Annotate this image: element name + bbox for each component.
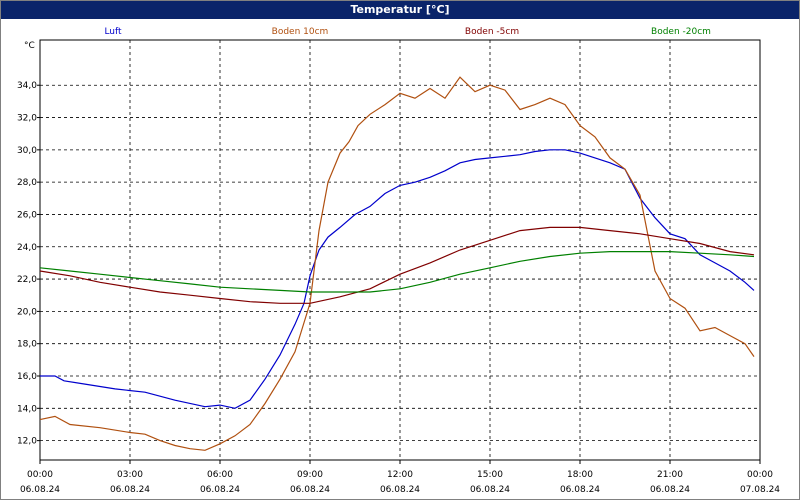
x-tick-time: 15:00	[477, 470, 503, 480]
y-tick-label: 34,0	[17, 81, 37, 91]
y-tick-label: 12,0	[17, 437, 37, 447]
legend-entry-4: Boden -20cm	[651, 27, 711, 37]
y-tick-label: 30,0	[17, 146, 37, 156]
y-tick-label: 16,0	[17, 372, 37, 382]
x-tick-date: 06.08.24	[560, 485, 600, 495]
x-tick-date: 06.08.24	[380, 485, 420, 495]
y-axis-label: °C	[24, 41, 35, 51]
x-tick-time: 09:00	[297, 470, 323, 480]
x-tick-time: 12:00	[387, 470, 413, 480]
x-tick-date: 06.08.24	[200, 485, 240, 495]
y-tick-label: 20,0	[17, 307, 37, 317]
x-tick-date: 06.08.24	[20, 485, 60, 495]
x-tick-time: 03:00	[117, 470, 143, 480]
y-tick-label: 32,0	[17, 114, 37, 124]
legend: Luft Boden 10cm Boden -5cm Boden -20cm	[104, 27, 711, 37]
window-title: Temperatur [°C]	[1, 1, 799, 19]
series-line-2	[39, 76, 755, 451]
x-tick-time: 18:00	[567, 470, 593, 480]
x-tick-date: 06.08.24	[290, 485, 330, 495]
x-tick-time: 00:00	[747, 470, 773, 480]
x-tick-date: 06.08.24	[470, 485, 510, 495]
y-tick-label: 24,0	[17, 243, 37, 253]
x-tick-date: 06.08.24	[110, 485, 150, 495]
x-tick-date: 06.08.24	[650, 485, 690, 495]
y-axis-ticks: 12,0 14,0 16,0 18,0 20,0 22,0 24,0 26,0 28,0 30,0…	[17, 81, 40, 447]
legend-entry-2: Boden 10cm	[272, 27, 329, 37]
x-tick-time: 06:00	[207, 470, 233, 480]
series-line-4	[39, 251, 755, 293]
x-tick-time: 00:00	[27, 470, 53, 480]
series-line-1	[40, 149, 755, 409]
x-axis-ticks: 00:00 06.08.24 03:00 06.08.24 06:00 06.08.24 0…	[20, 460, 780, 495]
legend-entry-3: Boden -5cm	[465, 27, 519, 37]
series-line-3	[39, 226, 755, 304]
y-tick-label: 28,0	[17, 178, 37, 188]
grid-lines	[40, 40, 760, 460]
y-tick-label: 22,0	[17, 275, 37, 285]
y-tick-label: 14,0	[17, 404, 37, 414]
series-lines	[39, 76, 755, 451]
y-tick-label: 18,0	[17, 340, 37, 350]
legend-entry-1: Luft	[104, 27, 122, 37]
x-tick-time: 21:00	[657, 470, 683, 480]
y-tick-label: 26,0	[17, 210, 37, 220]
x-tick-date: 07.08.24	[740, 485, 780, 495]
